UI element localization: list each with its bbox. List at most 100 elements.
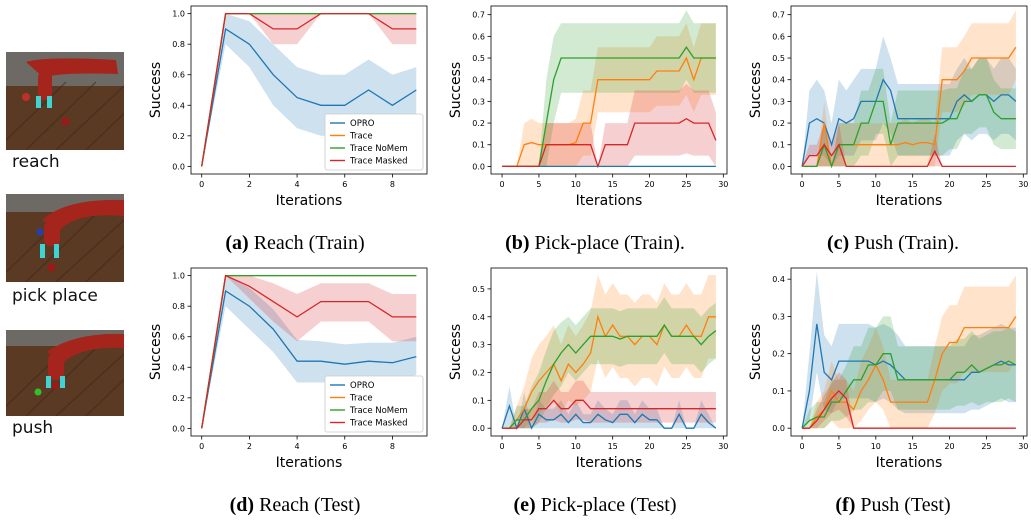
chart-reach-train: 0 2 4 6 8 0.0 0.2 0.4 0.6 0.8 1.0 Iterations Success…	[148, 5, 428, 209]
chart-pick-place-train: 0 5 10 15 20 25 30 0.0 0.1 0.2 0.3 0.4 0.5 0.6 0.7 Iter…	[448, 5, 728, 209]
legend-label-opro: OPRO	[350, 381, 375, 391]
line-trace-nomem	[502, 323, 717, 429]
x-tick-label: 20	[944, 180, 954, 189]
x-tick-label: 0	[800, 180, 805, 189]
x-tick-label: 5	[836, 442, 841, 451]
robot-arm-pick-place-scene-image	[6, 194, 124, 282]
x-tick-label: 8	[390, 442, 395, 451]
y-tick-label: 0.4	[772, 76, 785, 85]
y-tick-label: 1.0	[172, 10, 185, 19]
y-tick-label: 0.4	[472, 313, 485, 322]
caption-f-letter: (f)	[835, 494, 856, 516]
y-tick-label: 0.3	[472, 341, 485, 350]
legend: OPRO Trace Trace NoMem Trace Masked	[324, 375, 424, 433]
caption-d-letter: (d)	[229, 494, 255, 516]
caption-c: (c) Push (Train).	[768, 232, 1018, 255]
legend-box	[324, 375, 424, 433]
caption-d-text: Reach (Test)	[254, 494, 361, 516]
legend-label-trace: Trace	[349, 394, 373, 404]
x-tick-label: 8	[390, 180, 395, 189]
axes: 0 2 4 6 8 0.0 0.2 0.4 0.6 0.8 1.0	[172, 272, 395, 451]
x-tick-label: 30	[718, 442, 728, 451]
plot-area	[490, 267, 728, 437]
y-tick-label: 0.6	[772, 32, 785, 41]
caption-f: (f) Push (Test)	[768, 494, 1018, 517]
band-trace-nomem	[802, 316, 1016, 429]
x-tick-label: 20	[644, 442, 654, 451]
x-axis-label: Iterations	[876, 455, 943, 471]
y-axis-label: Success	[148, 62, 164, 118]
series-lines	[801, 316, 1017, 429]
y-tick-label: 0.2	[772, 119, 785, 128]
x-tick-label: 0	[199, 180, 204, 189]
chart-pick-place-test: 0 5 10 15 20 25 30 0.0 0.1 0.2 0.3 0.4 0.5 Iterations…	[448, 267, 728, 471]
x-tick-label: 10	[571, 442, 581, 451]
y-tick-label: 0.6	[172, 333, 185, 342]
x-axis-label: Iterations	[276, 455, 343, 471]
band-trace-masked	[802, 372, 1016, 429]
line-trace-masked	[801, 143, 1016, 168]
line-opro	[501, 403, 717, 431]
x-tick-label: 20	[644, 180, 654, 189]
band-trace	[502, 23, 716, 167]
y-tick-label: 0.4	[172, 363, 185, 372]
y-tick-label: 1.0	[172, 272, 185, 281]
plot-area	[790, 267, 1028, 437]
line-trace-masked	[201, 12, 417, 167]
caption-e-letter: (e)	[513, 494, 536, 516]
caption-c-text: Push (Train).	[849, 232, 960, 254]
x-tick-label: 25	[681, 442, 691, 451]
y-tick-label: 0.0	[172, 424, 185, 433]
x-tick-label: 2	[247, 180, 252, 189]
y-tick-label: 0.0	[772, 424, 785, 433]
y-tick-label: 0.3	[772, 312, 785, 321]
legend-label-trace-nomem: Trace NoMem	[349, 144, 408, 154]
confidence-bands	[201, 275, 417, 429]
thumbnail-reach: reach	[6, 52, 124, 172]
x-tick-label: 20	[944, 442, 954, 451]
confidence-bands	[802, 271, 1016, 429]
legend-label-trace-masked: Trace Masked	[349, 419, 407, 429]
chart-reach-test: 0 2 4 6 8 0.0 0.2 0.4 0.6 0.8 1.0 Iterations Success…	[148, 267, 428, 471]
band-trace-nomem	[502, 10, 716, 167]
x-axis-label: Iterations	[876, 193, 943, 209]
legend-label-trace-masked: Trace Masked	[349, 157, 407, 167]
y-tick-label: 0.2	[772, 350, 785, 359]
x-tick-label: 5	[536, 180, 541, 189]
caption-a-letter: (a)	[225, 232, 249, 254]
x-tick-label: 6	[342, 442, 347, 451]
x-tick-label: 0	[500, 442, 505, 451]
band-trace-masked	[502, 380, 716, 429]
x-tick-label: 10	[871, 180, 881, 189]
y-tick-label: 0.3	[772, 97, 785, 106]
series-lines	[801, 46, 1017, 169]
y-tick-label: 0.5	[772, 54, 785, 63]
line-trace	[502, 56, 716, 168]
thumbnail-label-pick-place: pick place	[8, 286, 102, 306]
plot-area	[790, 5, 1028, 175]
x-tick-label: 6	[342, 180, 347, 189]
axes: 0 5 10 15 20 25 30 0.0 0.1 0.2 0.3 0.4	[772, 275, 1028, 451]
x-tick-label: 5	[536, 442, 541, 451]
y-tick-label: 0.1	[772, 387, 785, 396]
caption-a-text: Reach (Train)	[248, 232, 365, 254]
caption-e-text: Pick-place (Test)	[535, 494, 677, 516]
line-trace-masked	[802, 389, 1016, 429]
caption-f-text: Push (Test)	[855, 494, 951, 516]
band-trace	[502, 275, 716, 429]
y-tick-label: 0.4	[172, 101, 185, 110]
band-trace	[802, 10, 1016, 167]
legend-label-opro: OPRO	[350, 119, 375, 129]
caption-b: (b) Pick-place (Train).	[470, 232, 720, 255]
y-tick-label: 0.5	[472, 54, 485, 63]
x-tick-label: 30	[718, 180, 728, 189]
line-trace-nomem	[802, 94, 1016, 169]
chart-push-test: 0 5 10 15 20 25 30 0.0 0.1 0.2 0.3 0.4 Iterations Suc…	[748, 267, 1028, 471]
caption-a: (a) Reach (Train)	[170, 232, 420, 255]
line-trace-nomem	[201, 274, 417, 429]
plot-area	[490, 5, 728, 175]
y-tick-label: 0.0	[472, 162, 485, 171]
y-axis-label: Success	[448, 62, 464, 118]
x-tick-label: 30	[1018, 180, 1028, 189]
x-axis-label: Iterations	[576, 193, 643, 209]
